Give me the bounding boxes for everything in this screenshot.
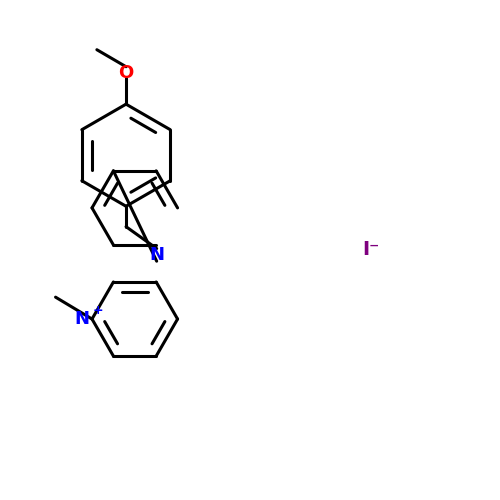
Text: N: N bbox=[149, 246, 164, 264]
Text: I⁻: I⁻ bbox=[362, 240, 379, 260]
Text: O: O bbox=[118, 64, 134, 82]
Text: +: + bbox=[92, 304, 103, 317]
Text: N: N bbox=[74, 310, 90, 328]
